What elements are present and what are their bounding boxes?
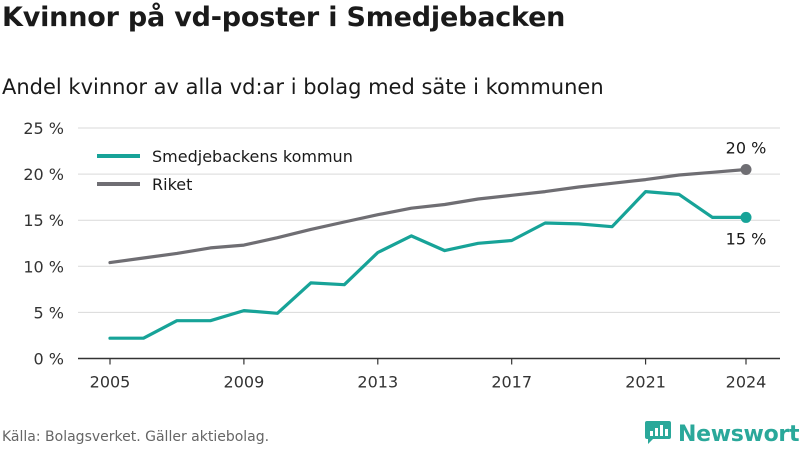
end-point-riket: [740, 163, 752, 175]
y-tick-label: 25 %: [23, 119, 64, 138]
end-point-smedjebacken: [740, 211, 752, 223]
source-note: Källa: Bolagsverket. Gäller aktiebolag.: [2, 429, 270, 445]
legend-label: Smedjebackens kommun: [152, 147, 353, 166]
chart-subtitle: Andel kvinnor av alla vd:ar i bolag med …: [2, 75, 604, 99]
x-tick-label: 2013: [357, 373, 398, 392]
y-tick-label: 20 %: [23, 165, 64, 184]
brand-logo: Newsworthy: [644, 419, 800, 449]
y-tick-label: 10 %: [23, 257, 64, 276]
x-axis: 2005 2009 2013 2017 2021 2024: [78, 357, 780, 392]
newsworthy-logo-icon: [644, 419, 672, 449]
x-tick-label: 2005: [90, 373, 131, 392]
brand-name: Newsworthy: [678, 421, 800, 447]
end-labels: 20 % 15 %: [726, 138, 767, 248]
x-tick-label: 2021: [625, 373, 666, 392]
legend-label: Riket: [152, 175, 192, 194]
legend: Smedjebackens kommun Riket: [97, 147, 353, 194]
end-label-smedjebacken: 15 %: [726, 229, 767, 248]
grid-lines: [78, 127, 780, 313]
x-tick-label: 2009: [224, 373, 265, 392]
y-tick-label: 0 %: [34, 350, 64, 369]
line-chart: 0 %5 %10 %15 %20 %25 % 2005 2009 2013 2017 2…: [23, 119, 780, 392]
end-label-riket: 20 %: [726, 138, 767, 157]
chart-title: Kvinnor på vd-poster i Smedjebacken: [2, 2, 566, 33]
x-tick-label: 2024: [726, 373, 767, 392]
y-axis: 0 % 5 % 10 % 15 % 20 % 25 %: [23, 119, 64, 369]
y-tick-label: 5 %: [34, 303, 64, 322]
series-line-riket: [108, 167, 748, 265]
x-tick-label: 2017: [491, 373, 532, 392]
series-line-smedjebacken: [108, 190, 748, 340]
y-tick-label: 15 %: [23, 211, 64, 230]
series-lines: [108, 163, 752, 340]
